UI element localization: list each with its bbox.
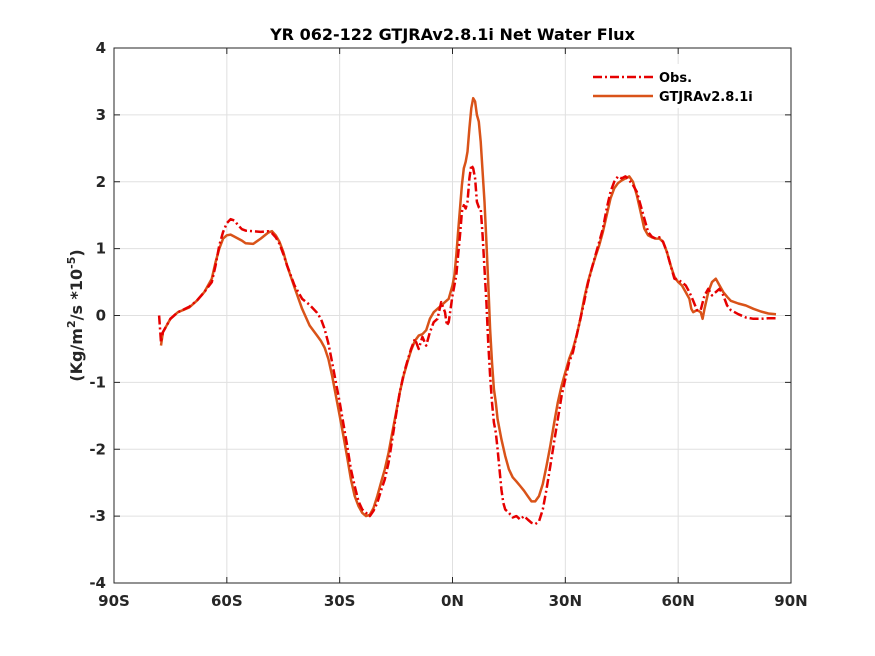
series-lines bbox=[157, 96, 777, 526]
y-tick-label: 4 bbox=[96, 39, 106, 57]
legend: Obs. GTJRAv2.8.1i bbox=[588, 64, 786, 108]
y-axis-label: (Kg/m2/s *10-5) bbox=[65, 249, 86, 381]
legend-entry-obs: Obs. bbox=[659, 71, 692, 86]
x-tick-labels: 90S 60S 30S 0N 30N 60N 90N bbox=[98, 592, 808, 610]
y-label-part-a: (Kg/m bbox=[67, 328, 86, 382]
y-tick-label: -4 bbox=[89, 574, 106, 592]
x-tick-label: 30N bbox=[549, 592, 582, 610]
y-label-part-b: /s *10 bbox=[67, 269, 86, 321]
y-tick-label: 1 bbox=[96, 240, 106, 258]
y-tick-labels: -4 -3 -2 -1 0 1 2 3 4 bbox=[89, 39, 106, 592]
legend-entry-gtjra: GTJRAv2.8.1i bbox=[659, 90, 753, 105]
axis-ticks bbox=[113, 47, 792, 584]
x-tick-label: 60N bbox=[661, 592, 694, 610]
legend-box bbox=[588, 64, 786, 108]
x-tick-label: 0N bbox=[441, 592, 464, 610]
x-tick-label: 30S bbox=[324, 592, 356, 610]
y-tick-label: -2 bbox=[89, 440, 106, 458]
x-tick-label: 60S bbox=[211, 592, 243, 610]
y-label-sup-2: -5 bbox=[65, 257, 78, 269]
series-line-obs bbox=[157, 163, 776, 526]
y-label-sup-1: 2 bbox=[65, 320, 78, 328]
y-tick-label: 3 bbox=[96, 106, 106, 124]
y-tick-label: -3 bbox=[89, 507, 106, 525]
chart-title: YR 062-122 GTJRAv2.8.1i Net Water Flux bbox=[269, 25, 635, 44]
x-tick-label: 90N bbox=[774, 592, 807, 610]
x-tick-label: 90S bbox=[98, 592, 130, 610]
y-tick-label: 2 bbox=[96, 173, 106, 191]
y-label-part-c: ) bbox=[67, 249, 86, 256]
y-tick-label: 0 bbox=[96, 307, 106, 325]
y-tick-label: -1 bbox=[89, 373, 106, 391]
